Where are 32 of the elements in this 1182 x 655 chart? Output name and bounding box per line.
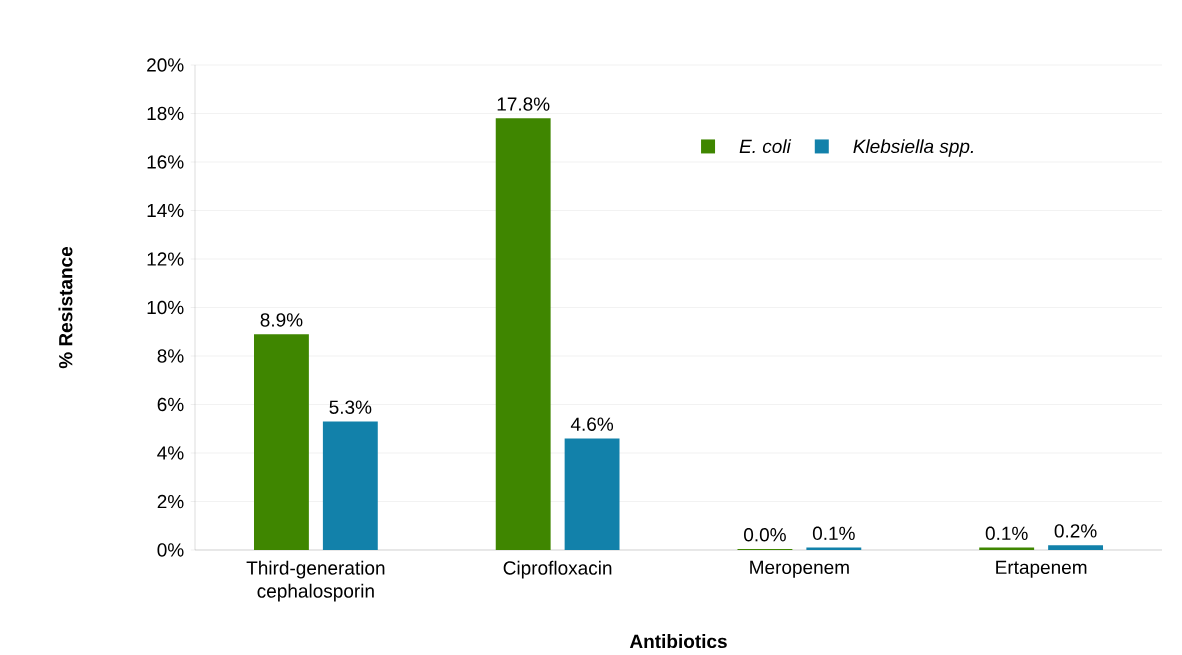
data-label: 0.2%: [1054, 524, 1097, 538]
data-label: 17.8%: [497, 97, 550, 111]
y-tick-label: 12%: [147, 252, 184, 266]
y-tick-label: 6%: [157, 397, 184, 412]
bar: [322, 421, 378, 550]
data-label: 0.0%: [744, 528, 786, 542]
y-tick-label: 14%: [147, 203, 184, 218]
bar: [564, 438, 620, 550]
data-label: 5.3%: [329, 400, 372, 414]
y-tick-label: 2%: [157, 494, 184, 509]
legend-label: Klebsiella spp.: [853, 139, 973, 157]
y-tick-label: 20%: [147, 58, 184, 72]
x-tick-label: Ciprofloxacin: [503, 560, 612, 579]
data-label: 0.1%: [812, 526, 855, 541]
bar: [254, 334, 309, 550]
data-label: 0.1%: [985, 526, 1028, 541]
x-tick-label: Ertapenem: [996, 560, 1087, 578]
y-tick-label: 18%: [147, 106, 184, 121]
bar: [1048, 545, 1104, 550]
x-tick-label: Third-generation cephalosporin: [246, 560, 385, 602]
y-tick-label: 8%: [157, 349, 184, 363]
y-tick-label: 16%: [147, 155, 184, 169]
bar: [495, 118, 551, 550]
y-tick-label: 10%: [147, 300, 184, 315]
y-tick-label: 0%: [157, 543, 184, 557]
x-tick-label: Meropenem: [750, 560, 849, 578]
data-label: 8.9%: [260, 313, 303, 327]
x-axis-title: Antibiotics: [629, 634, 727, 649]
y-tick-label: 4%: [157, 446, 184, 460]
legend-label: E. coli: [739, 139, 792, 154]
data-label: 4.6%: [570, 417, 614, 431]
y-axis-title: % Resistance: [58, 246, 73, 369]
